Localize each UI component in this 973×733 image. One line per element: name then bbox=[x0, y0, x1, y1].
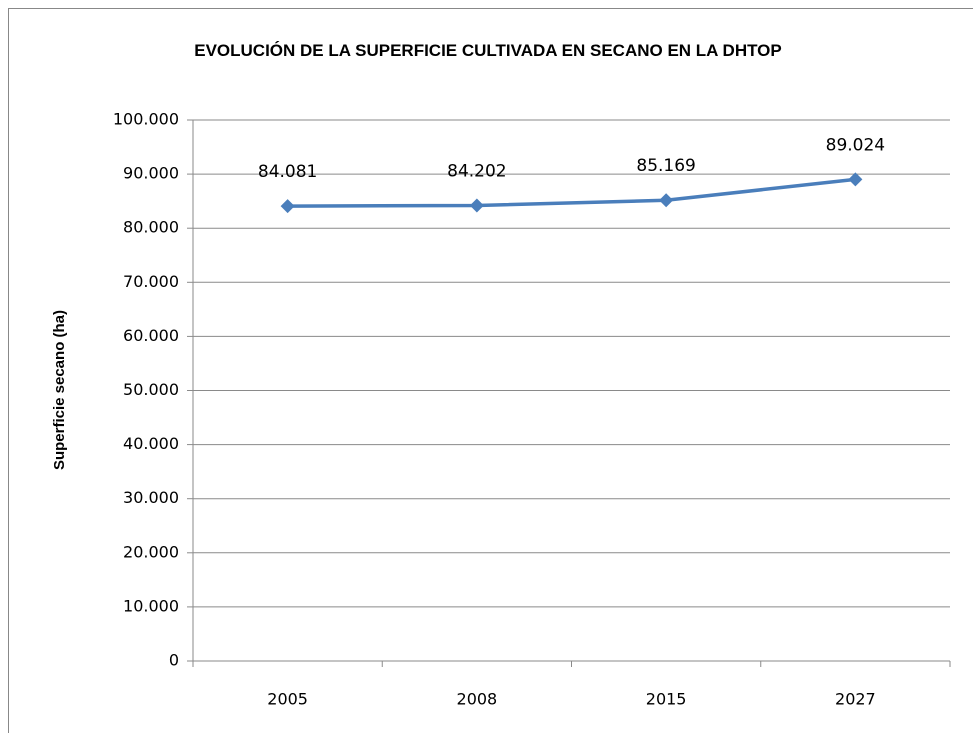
y-tick-label: 10.000 bbox=[123, 596, 179, 615]
data-point bbox=[469, 198, 484, 213]
data-point bbox=[280, 199, 295, 214]
y-tick-label: 30.000 bbox=[123, 488, 179, 507]
y-tick-label: 100.000 bbox=[113, 110, 179, 129]
data-label: 85.169 bbox=[636, 156, 695, 176]
y-tick-label: 50.000 bbox=[123, 380, 179, 399]
data-point bbox=[659, 193, 674, 208]
data-label: 84.202 bbox=[447, 161, 506, 181]
data-point bbox=[848, 172, 863, 187]
y-tick-label: 60.000 bbox=[123, 326, 179, 345]
y-tick-label: 90.000 bbox=[123, 164, 179, 183]
y-tick-label: 80.000 bbox=[123, 218, 179, 237]
chart-title: EVOLUCIÓN DE LA SUPERFICIE CULTIVADA EN … bbox=[194, 41, 782, 60]
y-tick-label: 20.000 bbox=[123, 542, 179, 561]
line bbox=[287, 177, 856, 208]
x-tick-label: 2027 bbox=[835, 690, 876, 709]
chart-frame bbox=[8, 8, 973, 733]
y-tick-label: 70.000 bbox=[123, 272, 179, 291]
x-tick-label: 2008 bbox=[457, 690, 498, 709]
data-label: 84.081 bbox=[258, 162, 317, 182]
y-axis-label: Superficie secano (ha) bbox=[51, 310, 68, 470]
y-tick-label: 0 bbox=[169, 651, 179, 670]
x-tick-label: 2005 bbox=[267, 690, 308, 709]
data-label: 89.024 bbox=[826, 135, 885, 155]
y-tick-label: 40.000 bbox=[123, 434, 179, 453]
x-tick-label: 2015 bbox=[646, 690, 687, 709]
